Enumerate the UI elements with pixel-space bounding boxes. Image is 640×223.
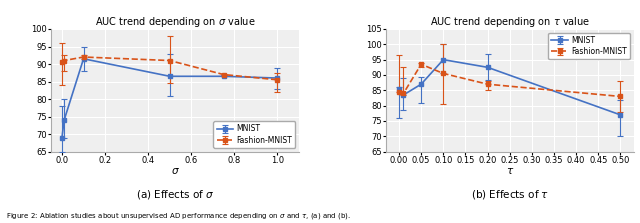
Legend: MNIST, Fashion-MNIST: MNIST, Fashion-MNIST [548,33,630,59]
Legend: MNIST, Fashion-MNIST: MNIST, Fashion-MNIST [214,121,295,148]
Title: AUC trend depending on $\tau$ value: AUC trend depending on $\tau$ value [429,15,590,29]
X-axis label: $\sigma$: $\sigma$ [171,166,180,176]
Text: (a) Effects of $\sigma$: (a) Effects of $\sigma$ [136,188,214,201]
X-axis label: $\tau$: $\tau$ [506,166,514,176]
Text: Figure 2: Ablation studies about unsupervised AD performance depending on $\sigm: Figure 2: Ablation studies about unsuper… [6,211,351,221]
Title: AUC trend depending on $\sigma$ value: AUC trend depending on $\sigma$ value [95,15,255,29]
Text: (b) Effects of $\tau$: (b) Effects of $\tau$ [470,188,549,201]
